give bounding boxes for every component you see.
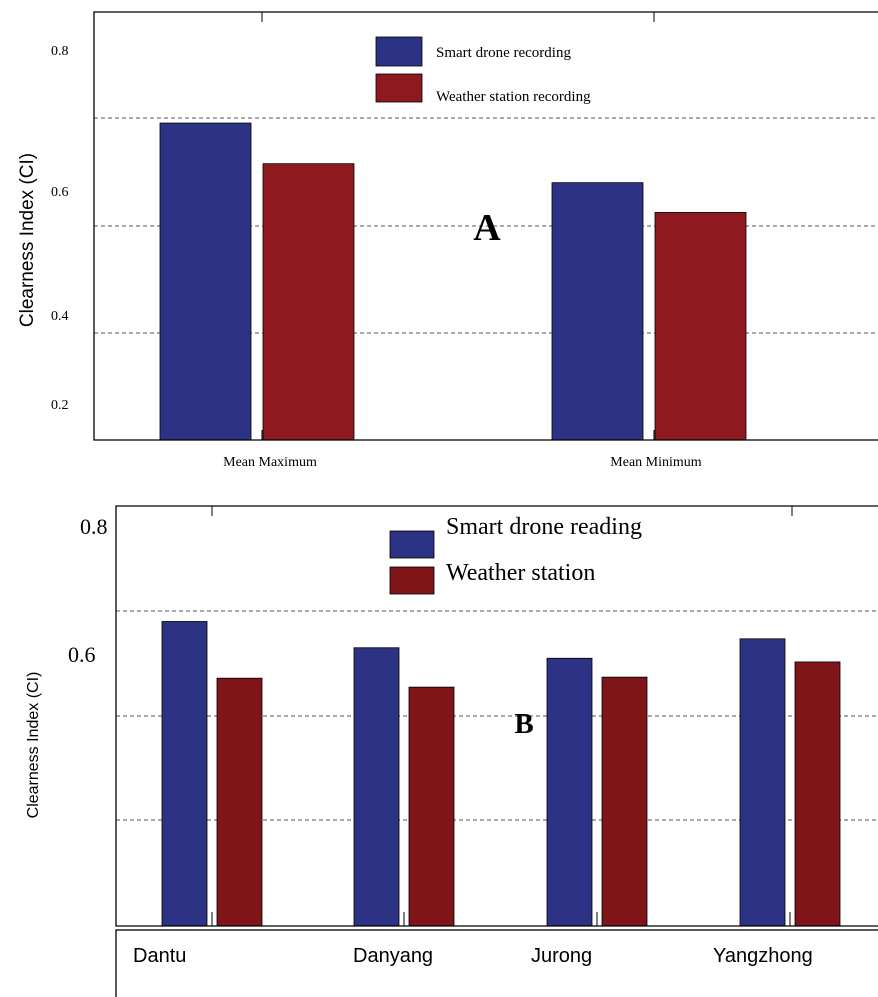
- axes-b: [115, 505, 878, 927]
- bar-weather-station: [408, 686, 455, 927]
- y-tick-label: 0.8: [80, 514, 108, 539]
- legend-b: Smart drone reading Weather station: [389, 514, 642, 595]
- plot-frame-b: [115, 505, 878, 927]
- bar-smart-drone: [551, 182, 644, 441]
- panel-label-a: A: [473, 207, 501, 249]
- y-tick-label: 0.6: [51, 185, 69, 200]
- y-axis-label: Clearness Index (CI): [25, 672, 42, 819]
- legend-swatch: [389, 530, 435, 559]
- y-tick-label: 0.2: [51, 398, 69, 413]
- y-tick-label: 0.6: [68, 642, 96, 667]
- legend-swatch: [389, 566, 435, 595]
- x-tick-label: Yangzhong: [713, 945, 813, 967]
- bar-smart-drone: [161, 621, 208, 927]
- bar-smart-drone: [546, 657, 593, 927]
- panel-label-b: B: [514, 708, 533, 740]
- bars-a: [159, 122, 747, 441]
- gridlines-a: [94, 117, 878, 334]
- y-tick-label: 0.8: [51, 44, 69, 59]
- plot-frame-a: [93, 11, 878, 441]
- legend-label: Weather station recording: [436, 89, 591, 105]
- x-tick-label: Dantu: [133, 945, 186, 967]
- y-tick-label: 0.4: [51, 309, 69, 324]
- chart-panel-a: 0.2 0.4 0.6 0.8 Mean Maximum Mean Minimu…: [17, 11, 878, 470]
- legend-label: Weather station: [446, 560, 595, 586]
- category-label-box: [115, 929, 878, 997]
- x-tick-label: Mean Maximum: [223, 455, 317, 470]
- x-tick-label: Mean Minimum: [610, 455, 701, 470]
- bar-weather-station: [216, 677, 263, 927]
- bar-weather-station: [262, 163, 355, 441]
- bar-smart-drone: [159, 122, 252, 441]
- legend-label: Smart drone reading: [446, 514, 642, 540]
- bar-weather-station: [654, 212, 747, 441]
- bar-weather-station: [601, 676, 648, 927]
- bar-smart-drone: [353, 647, 400, 927]
- legend-a: Smart drone recording Weather station re…: [375, 36, 591, 105]
- bar-smart-drone: [739, 638, 786, 927]
- bar-weather-station: [794, 661, 841, 927]
- legend-swatch: [375, 73, 423, 103]
- x-tick-label: Danyang: [353, 945, 433, 967]
- legend-label: Smart drone recording: [436, 45, 571, 61]
- chart-panel-b: 0.8 0.6 Dantu Danyang Jurong Yangzhong C…: [25, 505, 878, 997]
- legend-swatch: [375, 36, 423, 67]
- bars-b: [161, 621, 841, 927]
- x-tick-label: Jurong: [531, 945, 592, 967]
- y-axis-label: Clearness Index (CI): [17, 153, 38, 327]
- axes-a: [93, 11, 878, 441]
